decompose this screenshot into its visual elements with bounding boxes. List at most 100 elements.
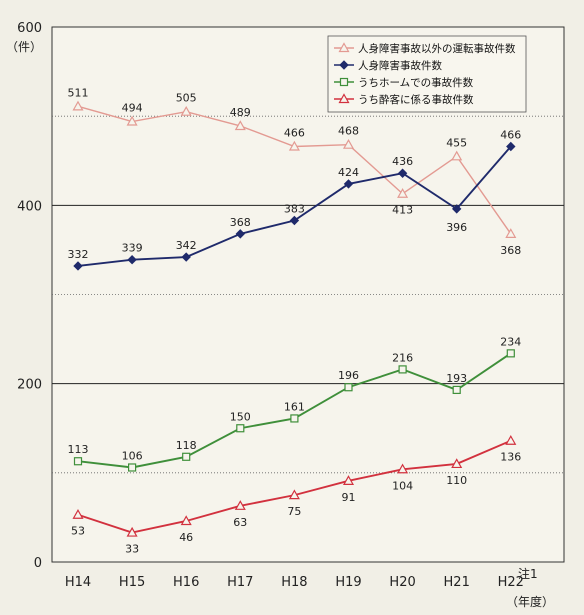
data-point (451, 458, 463, 469)
data-label: 46 (179, 531, 193, 544)
y-tick-label: 400 (17, 199, 42, 214)
y-tick-label: 0 (34, 556, 42, 571)
legend-label: うちホームでの事故件数 (358, 76, 474, 89)
x-tick-label: H22 (498, 575, 524, 590)
data-point (72, 509, 84, 519)
data-point (339, 77, 349, 87)
data-point (506, 349, 515, 358)
x-tick-label: H20 (389, 575, 415, 590)
y-tick-label: 200 (17, 378, 42, 393)
data-point (505, 228, 517, 238)
data-point (180, 515, 192, 526)
data-point (342, 475, 355, 485)
data-label: 466 (284, 126, 305, 139)
data-point (234, 120, 246, 131)
data-label: 332 (68, 248, 89, 261)
data-label: 489 (230, 106, 251, 119)
data-point (126, 526, 138, 537)
series-1: 511 494 505 489 466 468 413 455 368 (68, 86, 522, 257)
data-point (73, 261, 83, 271)
data-label: 505 (176, 92, 197, 105)
data-point (72, 100, 84, 111)
data-label: 511 (68, 86, 89, 99)
data-point (338, 93, 350, 104)
data-label: 216 (392, 351, 413, 364)
data-label: 33 (125, 543, 139, 556)
data-point (397, 188, 409, 198)
data-point (236, 424, 245, 433)
data-point (397, 168, 408, 178)
data-point (290, 414, 299, 423)
series-4: 53 33 46 63 75 91 104 110 136 (71, 435, 521, 556)
data-point (126, 115, 138, 126)
y-axis-ticks: 0 200 400 600 (17, 21, 42, 571)
data-point (182, 452, 191, 461)
data-label: 104 (392, 479, 413, 492)
data-label: 466 (500, 128, 521, 141)
series-3: 113 106 118 150 161 196 216 193 234 (68, 335, 521, 472)
data-point (451, 150, 463, 161)
data-label: 368 (500, 244, 521, 257)
data-label: 468 (338, 125, 359, 138)
legend: 人身障害事故以外の運転事故件数人身障害事故件数うちホームでの事故件数うち酔客に係… (327, 35, 527, 113)
data-label: 494 (122, 102, 143, 115)
data-label: 339 (122, 242, 143, 255)
x-tick-label: H18 (281, 575, 307, 590)
data-point (342, 138, 355, 149)
data-point (398, 365, 407, 374)
data-label: 136 (500, 451, 521, 464)
data-point (235, 229, 246, 239)
data-point (505, 435, 517, 445)
data-point (339, 60, 349, 70)
data-point (289, 215, 300, 226)
data-point (127, 255, 137, 265)
data-point (128, 463, 137, 472)
data-label: 368 (230, 216, 251, 229)
data-point (451, 204, 462, 214)
data-label: 91 (342, 491, 356, 504)
data-point (288, 489, 300, 500)
data-point (338, 42, 350, 53)
data-label: 383 (284, 202, 305, 215)
data-point (73, 457, 83, 466)
data-label: 161 (284, 400, 305, 413)
gridlines (52, 115, 564, 474)
data-label: 196 (338, 369, 359, 382)
data-label: 193 (446, 372, 467, 385)
data-label: 436 (392, 155, 413, 168)
data-label: 150 (230, 410, 251, 423)
legend-label: 人身障害事故件数 (358, 59, 442, 72)
y-axis-unit: （件） (6, 40, 42, 54)
x-tick-label: H21 (444, 575, 470, 590)
data-label: 75 (287, 505, 301, 518)
data-point (288, 140, 300, 151)
data-point (506, 141, 516, 152)
legend-label: うち酔客に係る事故件数 (358, 93, 474, 106)
data-label: 342 (176, 239, 197, 252)
x-tick-label: H19 (335, 575, 361, 590)
x-tick-label: H16 (173, 575, 199, 590)
data-point (180, 105, 192, 116)
data-point (343, 179, 354, 189)
data-point (181, 252, 191, 262)
data-label: 396 (446, 221, 467, 234)
data-point (397, 463, 409, 474)
data-label: 63 (233, 516, 247, 529)
x-axis-unit: （年度） (506, 594, 554, 609)
data-point (234, 500, 246, 510)
data-label: 113 (68, 443, 89, 456)
legend-box (327, 35, 527, 113)
series-2: 332 339 342 368 383 424 436 396 466 (68, 128, 521, 271)
data-label: 424 (338, 166, 359, 179)
y-tick-label: 600 (17, 21, 42, 36)
data-label: 110 (446, 474, 467, 487)
data-label: 234 (500, 335, 521, 348)
data-label: 455 (446, 136, 467, 149)
data-label: 118 (176, 439, 197, 452)
x-tick-label: H14 (65, 575, 91, 590)
data-point (452, 385, 461, 395)
x-tick-label: H17 (227, 575, 253, 590)
x-tick-label: H15 (119, 575, 145, 590)
x-axis-ticks: H14 H15 H16 H17 H18 H19 H20 H21 H22 (65, 575, 524, 590)
